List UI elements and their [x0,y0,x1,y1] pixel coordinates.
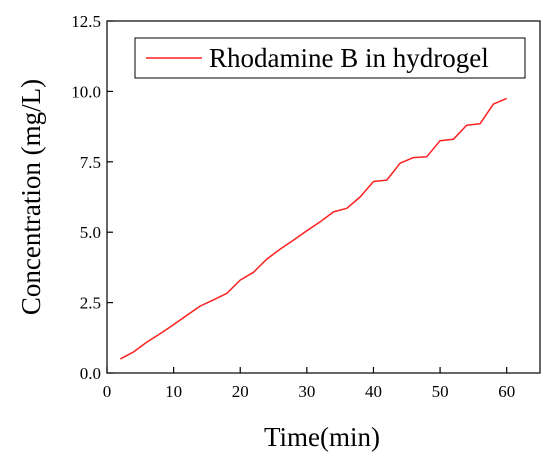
y-axis-ticks: 0.0 2.5 5.0 7.5 10.0 12.5 [71,12,113,383]
x-tick-label: 40 [365,382,382,401]
series-layer [119,97,507,360]
y-tick-label: 10.0 [71,82,101,101]
y-tick-label: 0.0 [80,364,101,383]
y-tick-label: 12.5 [71,12,101,31]
y-tick-label: 2.5 [80,294,101,313]
x-tick-label: 10 [165,382,182,401]
y-tick-label: 7.5 [80,153,101,172]
legend-label: Rhodamine B in hydrogel [209,43,489,73]
x-tick-label: 30 [298,382,315,401]
x-tick-label: 20 [232,382,249,401]
x-axis-title: Time(min) [264,422,380,452]
x-axis-ticks: 0 10 20 30 40 50 60 [103,367,515,401]
x-tick-label: 0 [103,382,112,401]
series-line [119,97,507,360]
legend: Rhodamine B in hydrogel [134,37,526,79]
x-tick-label: 50 [432,382,449,401]
plot-frame [106,20,541,374]
x-tick-label: 60 [498,382,515,401]
y-axis-title: Concentration (mg/L) [16,79,46,315]
y-tick-label: 5.0 [80,223,101,242]
